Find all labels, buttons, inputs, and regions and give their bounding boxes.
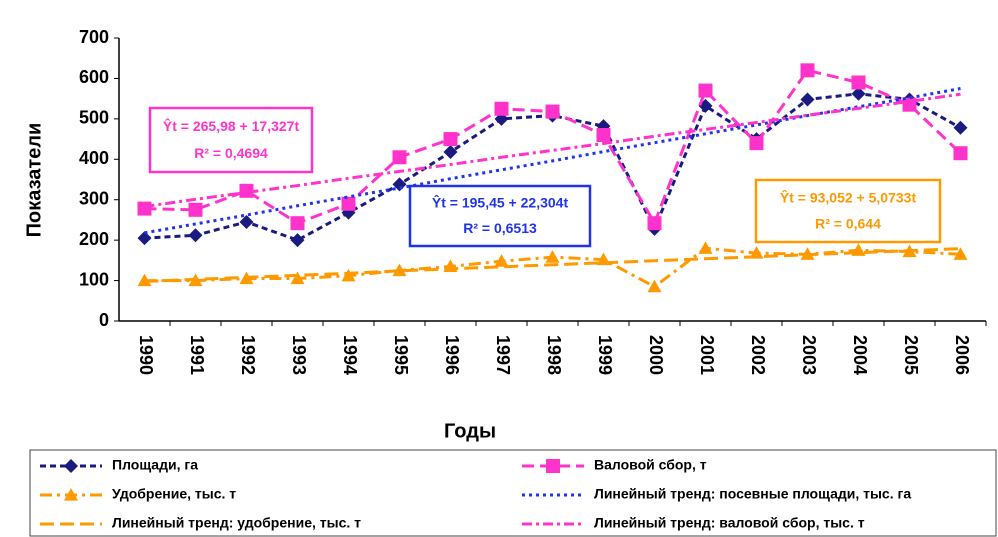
data-point: [953, 247, 968, 260]
data-point: [953, 146, 968, 161]
data-point: [290, 271, 305, 285]
x-tick-label: 1990: [136, 335, 156, 375]
data-point: [341, 196, 356, 211]
annotation-box: [408, 184, 592, 248]
x-tick-label: 2000: [646, 335, 666, 375]
data-point: [647, 216, 662, 231]
legend-box: [29, 449, 997, 537]
data-point: [137, 201, 152, 216]
legend-label: Линейный тренд: валовой сбор, тыс. т: [594, 515, 865, 531]
series-line: [144, 92, 961, 209]
data-point: [137, 273, 152, 287]
data-point: [596, 128, 611, 143]
x-tick-label: 1994: [340, 335, 360, 375]
y-tick-label: 500: [79, 108, 109, 128]
x-tick-label: 1992: [238, 335, 258, 375]
data-point: [392, 177, 407, 192]
legend-marker: [64, 488, 78, 501]
data-point: [647, 279, 662, 293]
annotation-text: R² = 0,6513: [463, 220, 537, 236]
data-point: [341, 268, 356, 282]
data-point: [239, 214, 254, 229]
y-tick-label: 200: [79, 229, 109, 249]
data-point: [494, 101, 509, 116]
annotation-box: [148, 106, 314, 174]
x-tick-label: 1993: [289, 335, 309, 375]
data-point: [494, 254, 509, 267]
x-tick-label: 2002: [748, 335, 768, 375]
data-point: [851, 75, 866, 90]
x-tick-label: 2003: [799, 335, 819, 375]
legend-label: Валовой сбор, т: [594, 457, 707, 473]
legend-label: Линейный тренд: удобрение, тыс. т: [112, 515, 361, 531]
series-line: [144, 87, 961, 235]
annotation-text: Ŷt = 195,45 + 22,304t: [432, 194, 569, 211]
y-tick-label: 0: [99, 310, 109, 330]
data-point: [392, 150, 407, 165]
data-point: [392, 263, 407, 277]
x-tick-label: 2001: [697, 335, 717, 375]
x-tick-label: 2006: [952, 335, 972, 375]
annotation-text: Ŷt = 265,98 + 17,327t: [163, 117, 300, 134]
legend-label: Линейный тренд: посевные площади, тыс. г…: [594, 486, 911, 502]
x-tick-label: 2004: [850, 335, 870, 375]
data-point: [800, 63, 815, 78]
y-tick-label: 700: [79, 27, 109, 47]
data-point: [851, 86, 866, 101]
annotation-text: R² = 0,4694: [194, 145, 268, 161]
data-point: [443, 145, 458, 160]
legend-label: Удобрение, тыс. т: [112, 486, 236, 502]
annotation-text: R² = 0,644: [815, 215, 881, 231]
y-axis-label: Показатели: [23, 123, 45, 238]
annotation-text: Ŷt = 93,052 + 5,0733t: [780, 188, 917, 205]
y-tick-label: 300: [79, 188, 109, 208]
data-point: [290, 233, 305, 248]
data-point: [290, 216, 305, 231]
x-axis-label: Годы: [444, 420, 496, 442]
legend-marker: [64, 459, 78, 473]
y-tick-label: 400: [79, 148, 109, 168]
data-point: [698, 241, 713, 254]
data-point: [443, 132, 458, 147]
x-tick-label: 1991: [187, 335, 207, 375]
x-tick-label: 1996: [442, 335, 462, 375]
y-tick-label: 600: [79, 67, 109, 87]
x-tick-label: 1997: [493, 335, 513, 375]
x-tick-label: 1999: [595, 335, 615, 375]
data-point: [953, 120, 968, 135]
series-line: [144, 247, 961, 283]
x-tick-label: 2005: [901, 335, 921, 375]
data-point: [800, 92, 815, 107]
data-point: [749, 136, 764, 151]
data-point: [596, 119, 611, 134]
legend-marker: [546, 459, 560, 473]
data-point: [902, 97, 917, 112]
annotation-box: [754, 178, 942, 244]
data-point: [698, 83, 713, 98]
data-point: [545, 104, 560, 119]
data-point: [545, 250, 560, 263]
data-point: [137, 231, 152, 246]
legend-label: Площади, га: [112, 457, 198, 473]
data-point: [188, 228, 203, 243]
x-tick-label: 1998: [544, 335, 564, 375]
x-tick-label: 1995: [391, 335, 411, 375]
data-point: [188, 202, 203, 217]
y-tick-label: 100: [79, 269, 109, 289]
